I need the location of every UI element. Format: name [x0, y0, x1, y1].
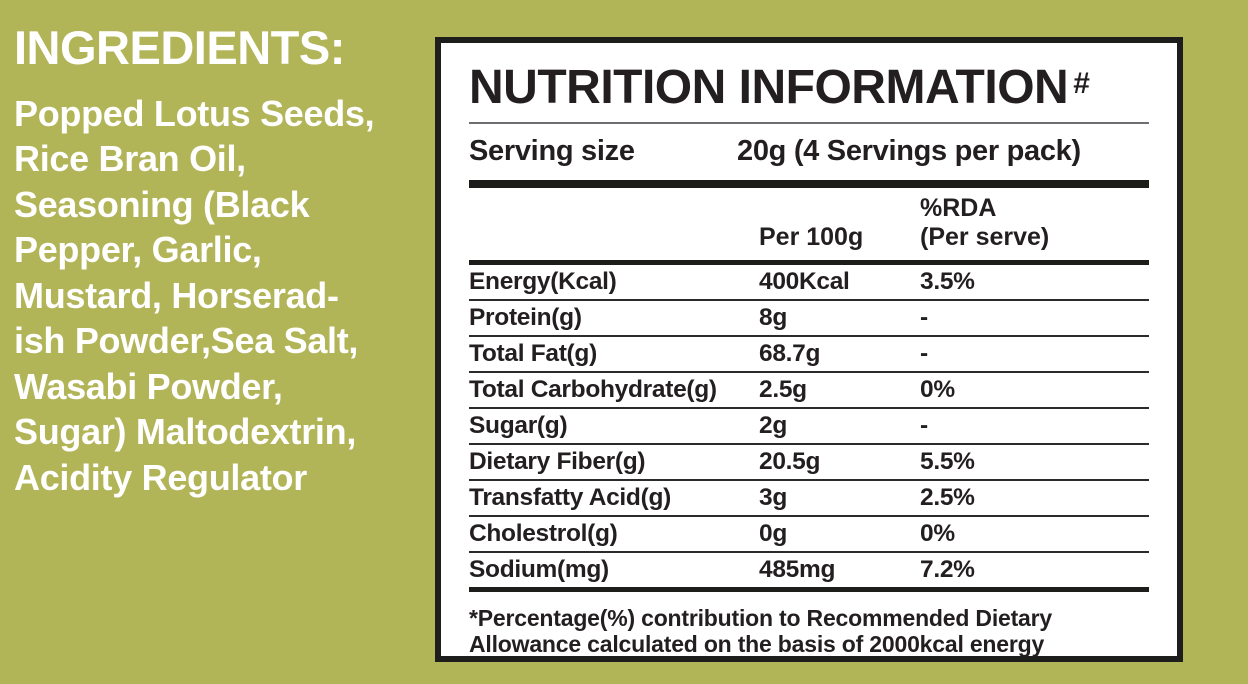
- nutrient-rda: -: [920, 304, 928, 331]
- nutrition-panel: NUTRITION INFORMATION # Serving size 20g …: [435, 37, 1183, 662]
- ingredients-line: Acidity Regulator: [14, 456, 307, 498]
- nutrient-per100g: 8g: [759, 304, 787, 331]
- nutrient-rda: 7.2%: [920, 556, 975, 583]
- nutrient-label: Total Fat(g): [469, 340, 597, 367]
- divider-thick-top: [469, 180, 1149, 188]
- col-header-per100g: Per 100g: [759, 223, 864, 251]
- nutrient-label: Cholestrol(g): [469, 520, 618, 547]
- table-row-dietary-fiber: Dietary Fiber(g) 20.5g 5.5%: [469, 445, 1149, 481]
- ingredients-line: ish Powder,Sea Salt,: [14, 320, 359, 362]
- table-row-sugar: Sugar(g) 2g -: [469, 409, 1149, 445]
- table-row-energy: Energy(Kcal) 400Kcal 3.5%: [469, 265, 1149, 301]
- nutrient-label: Protein(g): [469, 304, 582, 331]
- serving-size-value: 20g (4 Servings per pack): [737, 135, 1081, 167]
- footnote-line2: Allowance calculated on the basis of 200…: [469, 631, 1045, 657]
- nutrient-rda: 5.5%: [920, 448, 975, 475]
- col-header-rda-line1: %RDA: [920, 194, 997, 222]
- divider-mid-header: [469, 260, 1149, 265]
- nutrition-title-text: NUTRITION INFORMATION: [469, 61, 1069, 114]
- nutrient-rda: 0%: [920, 376, 955, 403]
- nutrient-per100g: 68.7g: [759, 340, 821, 367]
- nutrient-label: Dietary Fiber(g): [469, 448, 646, 475]
- col-header-rda: %RDA (Per serve): [920, 194, 1149, 252]
- ingredients-heading: INGREDIENTS:: [14, 21, 345, 74]
- table-row-transfatty-acid: Transfatty Acid(g) 3g 2.5%: [469, 481, 1149, 517]
- nutrient-rda: -: [920, 340, 928, 367]
- table-row-protein: Protein(g) 8g -: [469, 301, 1149, 337]
- serving-size-row: Serving size 20g (4 Servings per pack): [469, 124, 1149, 180]
- nutrient-rda: 3.5%: [920, 268, 975, 295]
- col-header-rda-line2: (Per serve): [920, 223, 1050, 251]
- ingredients-line: Mustard, Horserad-: [14, 274, 339, 316]
- nutrient-label: Energy(Kcal): [469, 268, 617, 295]
- nutrient-label: Total Carbohydrate(g): [469, 376, 717, 403]
- nutrient-per100g: 400Kcal: [759, 268, 850, 295]
- nutrient-rda: 0%: [920, 520, 955, 547]
- footnote-line1: *Percentage(%) contribution to Recommend…: [469, 605, 1052, 631]
- ingredients-line: Wasabi Powder,: [14, 365, 283, 407]
- ingredients-line: Popped Lotus Seeds,: [14, 92, 375, 134]
- divider-thin: [469, 122, 1149, 124]
- nutrient-label: Sugar(g): [469, 412, 568, 439]
- footnote: *Percentage(%) contribution to Recommend…: [469, 605, 1149, 657]
- table-header-row: Per 100g %RDA (Per serve): [469, 188, 1149, 260]
- nutrient-per100g: 20.5g: [759, 448, 821, 475]
- nutrition-title: NUTRITION INFORMATION #: [469, 63, 1149, 113]
- nutrient-rda: -: [920, 412, 928, 439]
- ingredients-line: Sugar) Maltodextrin,: [14, 411, 357, 453]
- table-row-total-fat: Total Fat(g) 68.7g -: [469, 337, 1149, 373]
- table-row-total-carbohydrate: Total Carbohydrate(g) 2.5g 0%: [469, 373, 1149, 409]
- ingredients-line: Seasoning (Black: [14, 183, 310, 225]
- nutrient-per100g: 0g: [759, 520, 787, 547]
- table-row-cholestrol: Cholestrol(g) 0g 0%: [469, 517, 1149, 553]
- ingredients-panel: INGREDIENTS: Popped Lotus Seeds, Rice Br…: [14, 21, 428, 500]
- nutrient-per100g: 3g: [759, 484, 787, 511]
- table-row-sodium: Sodium(mg) 485mg 7.2%: [469, 553, 1149, 587]
- hash-mark: #: [1073, 67, 1090, 100]
- ingredients-line: Rice Bran Oil,: [14, 138, 246, 180]
- ingredients-line: Pepper, Garlic,: [14, 229, 262, 271]
- nutrient-per100g: 2g: [759, 412, 787, 439]
- nutrient-per100g: 2.5g: [759, 376, 807, 403]
- serving-size-label: Serving size: [469, 135, 635, 167]
- nutrient-rda: 2.5%: [920, 484, 975, 511]
- nutrient-per100g: 485mg: [759, 556, 836, 583]
- nutrient-label: Sodium(mg): [469, 556, 609, 583]
- nutrient-label: Transfatty Acid(g): [469, 484, 671, 511]
- divider-mid-bottom: [469, 587, 1149, 592]
